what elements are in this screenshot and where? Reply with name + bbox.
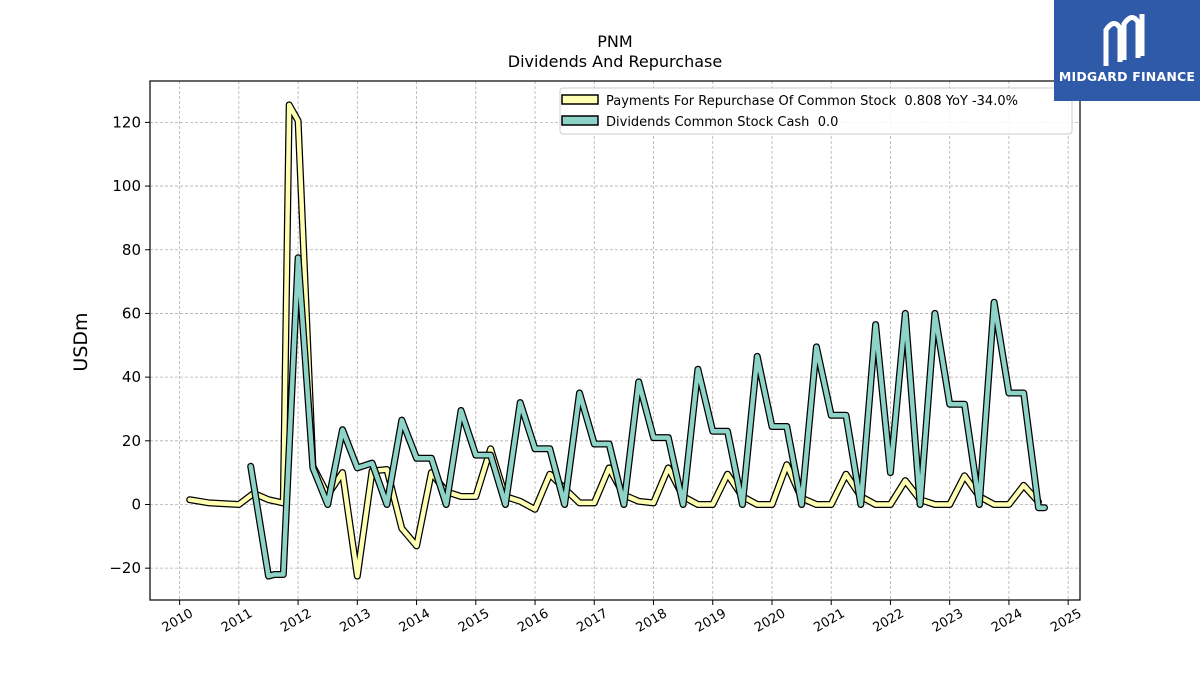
series-line-outline-0: [186, 101, 1042, 580]
y-tick-label: 60: [122, 304, 141, 322]
plot-frame: [149, 80, 1081, 601]
legend-swatch-repurchase: [561, 94, 599, 105]
x-tick-label: 2020: [752, 606, 788, 636]
y-tick-label: 120: [112, 113, 141, 131]
x-tick-label: 2012: [278, 606, 314, 636]
y-axis-label: USDm: [70, 312, 92, 371]
x-tick-label: 2022: [871, 606, 907, 636]
x-tick-label: 2023: [930, 606, 966, 636]
y-axis: −20 0 20 40 60 80 100 120: [109, 113, 150, 577]
series-line-0: [187, 102, 1041, 579]
legend-label-dividends: Dividends Common Stock Cash 0.0: [606, 115, 838, 130]
x-tick-label: 2025: [1048, 606, 1084, 636]
y-tick-label: 100: [112, 177, 141, 195]
x-tick-label: 2024: [989, 606, 1025, 636]
x-axis: 2010 2011 2012 2013 2014 2015 2016 2017 2018 2019…: [160, 600, 1084, 636]
series-layer: [186, 101, 1048, 580]
x-tick-label: 2018: [634, 606, 670, 636]
x-tick-label: 2010: [160, 606, 196, 636]
y-tick-label: 40: [122, 368, 141, 386]
y-tick-label: 20: [122, 432, 141, 450]
x-tick-label: 2017: [574, 606, 610, 636]
x-tick-label: 2015: [456, 606, 492, 636]
x-tick-label: 2013: [337, 606, 373, 636]
x-tick-label: 2019: [693, 606, 729, 636]
x-tick-label: 2014: [397, 606, 433, 636]
series-line-1: [248, 255, 1047, 579]
x-tick-label: 2011: [219, 606, 255, 636]
chart-title: PNM: [597, 32, 632, 51]
legend-label-repurchase: Payments For Repurchase Of Common Stock …: [606, 94, 1018, 109]
y-tick-label: −20: [109, 559, 141, 577]
logo-text: MIDGARD FINANCE: [1058, 69, 1196, 84]
legend-box: [559, 87, 1073, 135]
x-tick-label: 2016: [515, 606, 551, 636]
logo-mark-icon: [1103, 14, 1145, 66]
x-tick-label: 2021: [811, 606, 847, 636]
y-tick-label: 0: [131, 495, 141, 513]
midgard-finance-logo: MIDGARD FINANCE: [1054, 0, 1200, 101]
y-tick-label: 80: [122, 241, 141, 259]
legend: Payments For Repurchase Of Common Stock …: [559, 87, 1073, 135]
legend-swatch-dividends: [561, 115, 599, 126]
chart-subtitle: Dividends And Repurchase: [508, 52, 722, 71]
